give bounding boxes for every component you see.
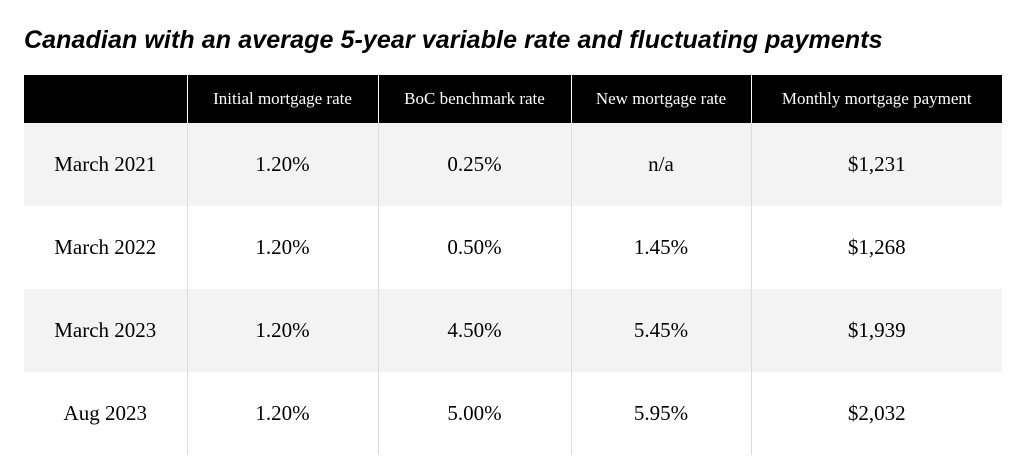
- table-row: Aug 2023 1.20% 5.00% 5.95% $2,032: [24, 372, 1002, 455]
- cell-monthly-payment: $2,032: [750, 372, 1002, 455]
- table-row: March 2023 1.20% 4.50% 5.45% $1,939: [24, 289, 1002, 372]
- cell-monthly-payment: $1,939: [750, 289, 1002, 372]
- header-row: Initial mortgage rate BoC benchmark rate…: [24, 75, 1002, 123]
- table-body: March 2021 1.20% 0.25% n/a $1,231 March …: [24, 123, 1002, 455]
- cell-new-rate: 5.45%: [570, 289, 751, 372]
- cell-monthly-payment: $1,231: [750, 123, 1002, 206]
- cell-new-rate: n/a: [570, 123, 751, 206]
- table-header: Initial mortgage rate BoC benchmark rate…: [24, 75, 1002, 123]
- cell-monthly-payment: $1,268: [750, 206, 1002, 289]
- mortgage-table: Initial mortgage rate BoC benchmark rate…: [24, 75, 1002, 455]
- cell-boc-rate: 0.50%: [377, 206, 571, 289]
- cell-initial-rate: 1.20%: [186, 372, 378, 455]
- header-cell-new-rate: New mortgage rate: [570, 75, 751, 123]
- cell-initial-rate: 1.20%: [186, 206, 378, 289]
- header-cell-period: [24, 75, 187, 123]
- page-title: Canadian with an average 5-year variable…: [24, 26, 883, 54]
- table-row: March 2022 1.20% 0.50% 1.45% $1,268: [24, 206, 1002, 289]
- cell-period: March 2023: [24, 289, 187, 372]
- cell-new-rate: 5.95%: [570, 372, 751, 455]
- cell-period: March 2022: [24, 206, 187, 289]
- header-cell-monthly-payment: Monthly mortgage payment: [750, 75, 1002, 123]
- header-cell-boc-rate: BoC benchmark rate: [377, 75, 571, 123]
- cell-boc-rate: 0.25%: [377, 123, 571, 206]
- cell-period: Aug 2023: [24, 372, 187, 455]
- cell-initial-rate: 1.20%: [186, 123, 378, 206]
- cell-boc-rate: 5.00%: [377, 372, 571, 455]
- cell-period: March 2021: [24, 123, 187, 206]
- cell-new-rate: 1.45%: [570, 206, 751, 289]
- table-row: March 2021 1.20% 0.25% n/a $1,231: [24, 123, 1002, 206]
- header-cell-initial-rate: Initial mortgage rate: [186, 75, 378, 123]
- cell-boc-rate: 4.50%: [377, 289, 571, 372]
- cell-initial-rate: 1.20%: [186, 289, 378, 372]
